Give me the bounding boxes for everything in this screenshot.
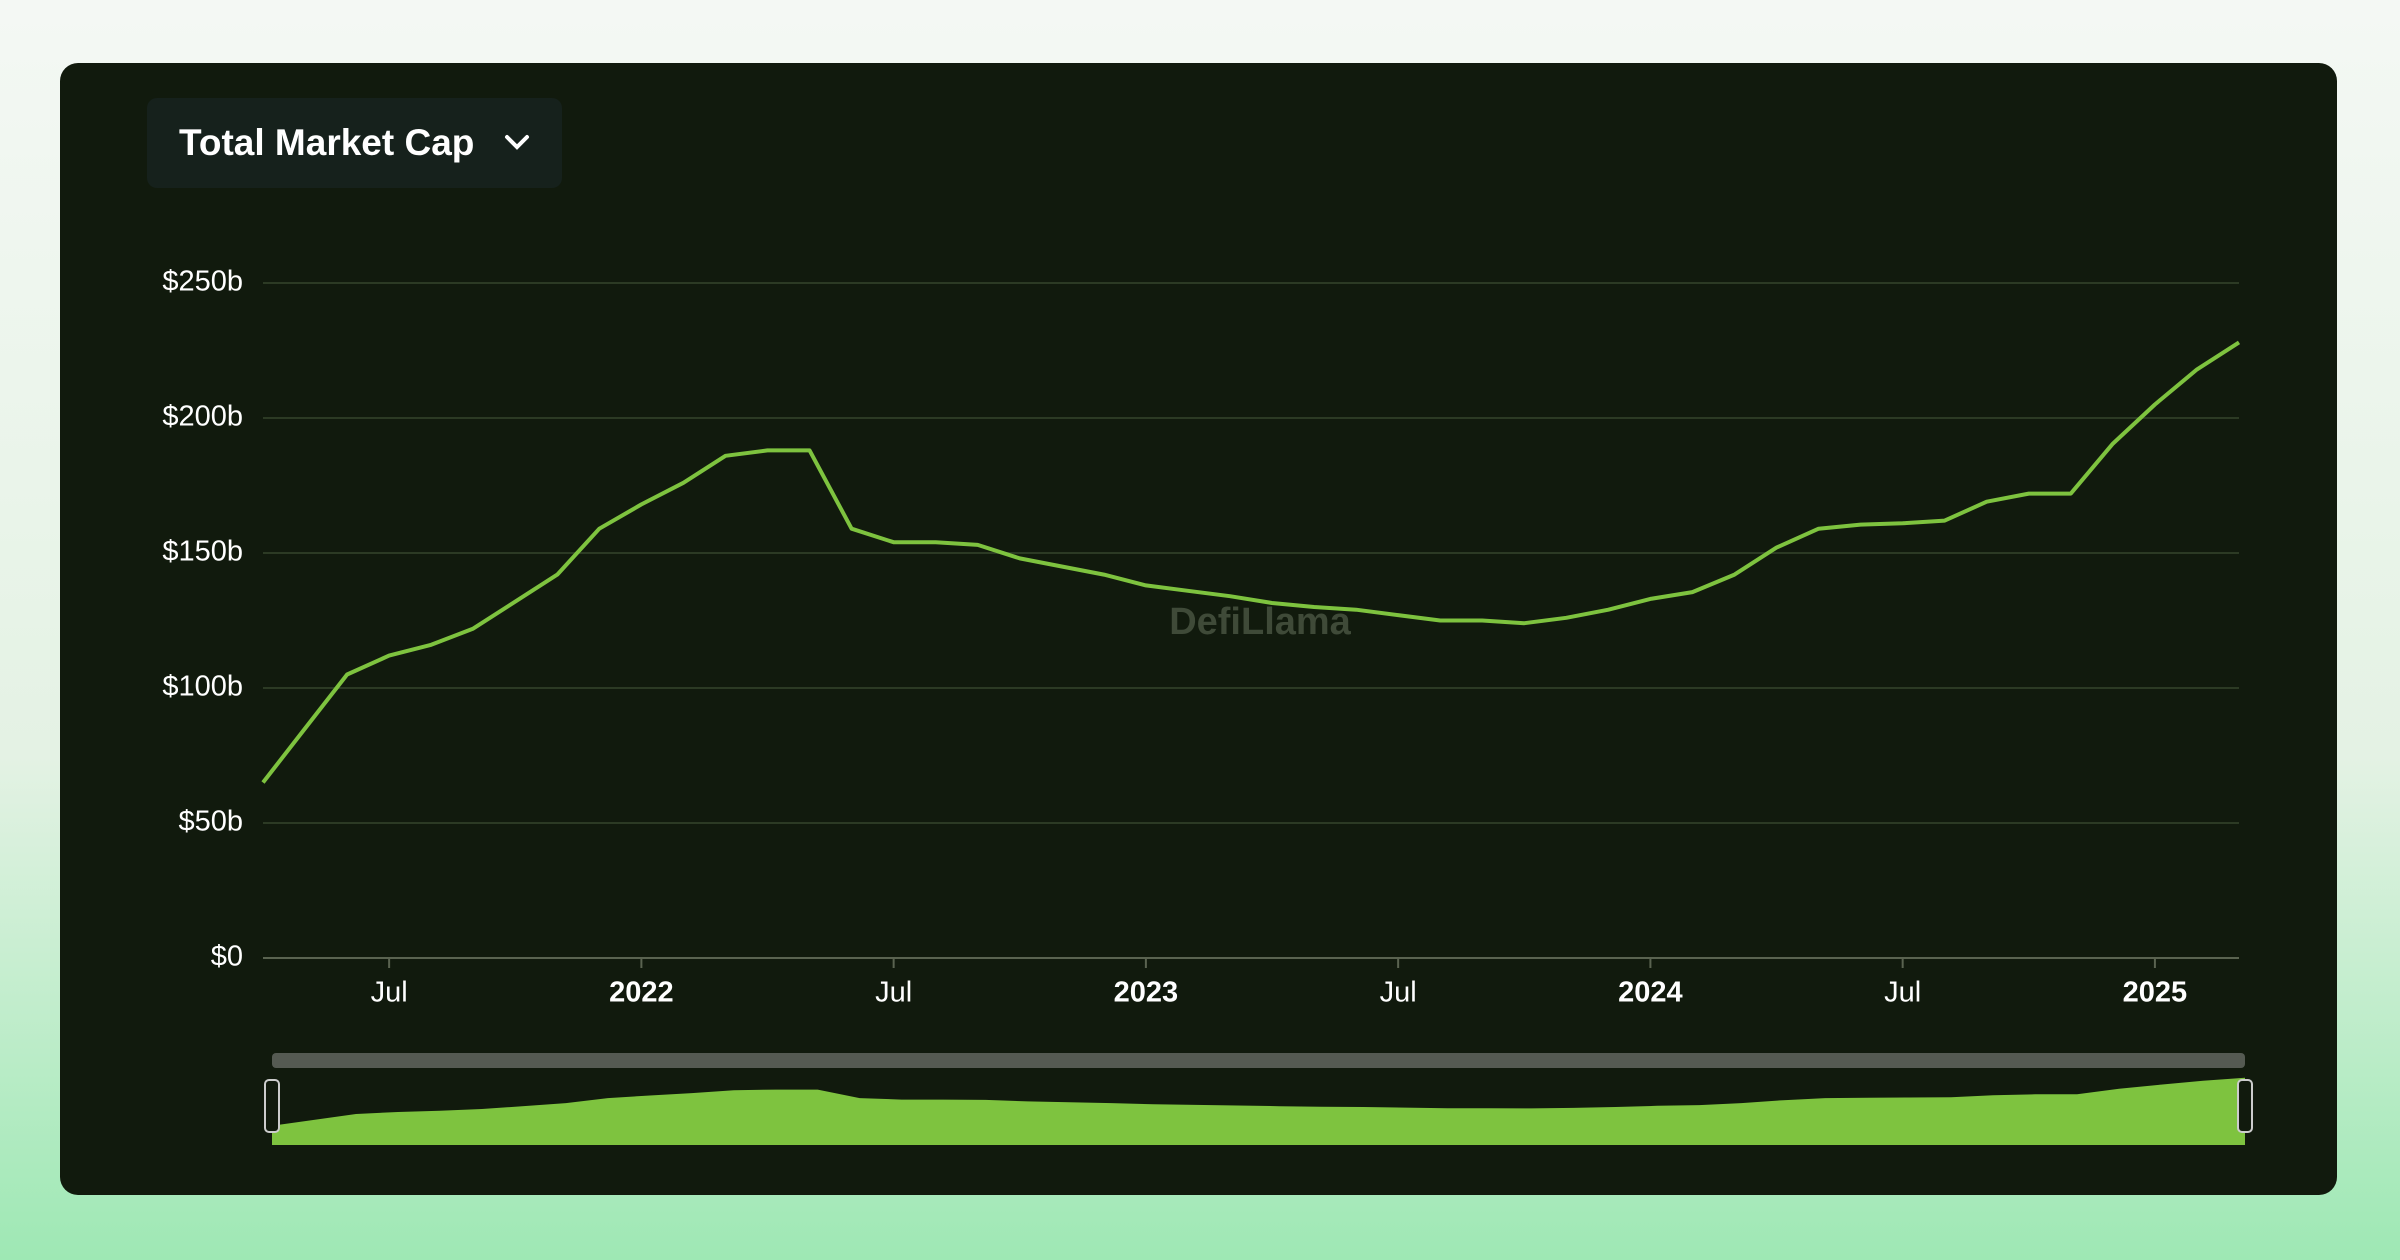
navigator-bar bbox=[272, 1053, 2245, 1068]
x-tick-label: 2025 bbox=[2123, 977, 2188, 1009]
y-tick-label: $50b bbox=[178, 806, 243, 838]
line-series bbox=[261, 340, 2241, 784]
x-tick-label: Jul bbox=[875, 977, 912, 1009]
x-tick-label: 2023 bbox=[1114, 977, 1179, 1009]
x-tick-label: Jul bbox=[1884, 977, 1921, 1009]
navigator-handle bbox=[264, 1079, 280, 1133]
x-tick-label: 2024 bbox=[1618, 977, 1683, 1009]
navigator-area bbox=[272, 1077, 2245, 1145]
dropdown-chevron bbox=[505, 135, 529, 150]
y-tick-label: $200b bbox=[162, 401, 243, 433]
metric-dropdown[interactable]: Total Market Cap bbox=[147, 98, 562, 188]
navigator-handle bbox=[2237, 1079, 2253, 1133]
x-tick-label: Jul bbox=[1380, 977, 1417, 1009]
y-tick-label: $100b bbox=[162, 671, 243, 703]
dropdown-label: Total Market Cap bbox=[179, 122, 475, 163]
x-tick-label: 2022 bbox=[609, 977, 674, 1009]
y-tick-label: $250b bbox=[162, 266, 243, 298]
x-tick-label: Jul bbox=[371, 977, 408, 1009]
y-tick-label: $150b bbox=[162, 536, 243, 568]
y-tick-label: $0 bbox=[211, 941, 243, 973]
chart-card bbox=[60, 63, 2337, 1195]
